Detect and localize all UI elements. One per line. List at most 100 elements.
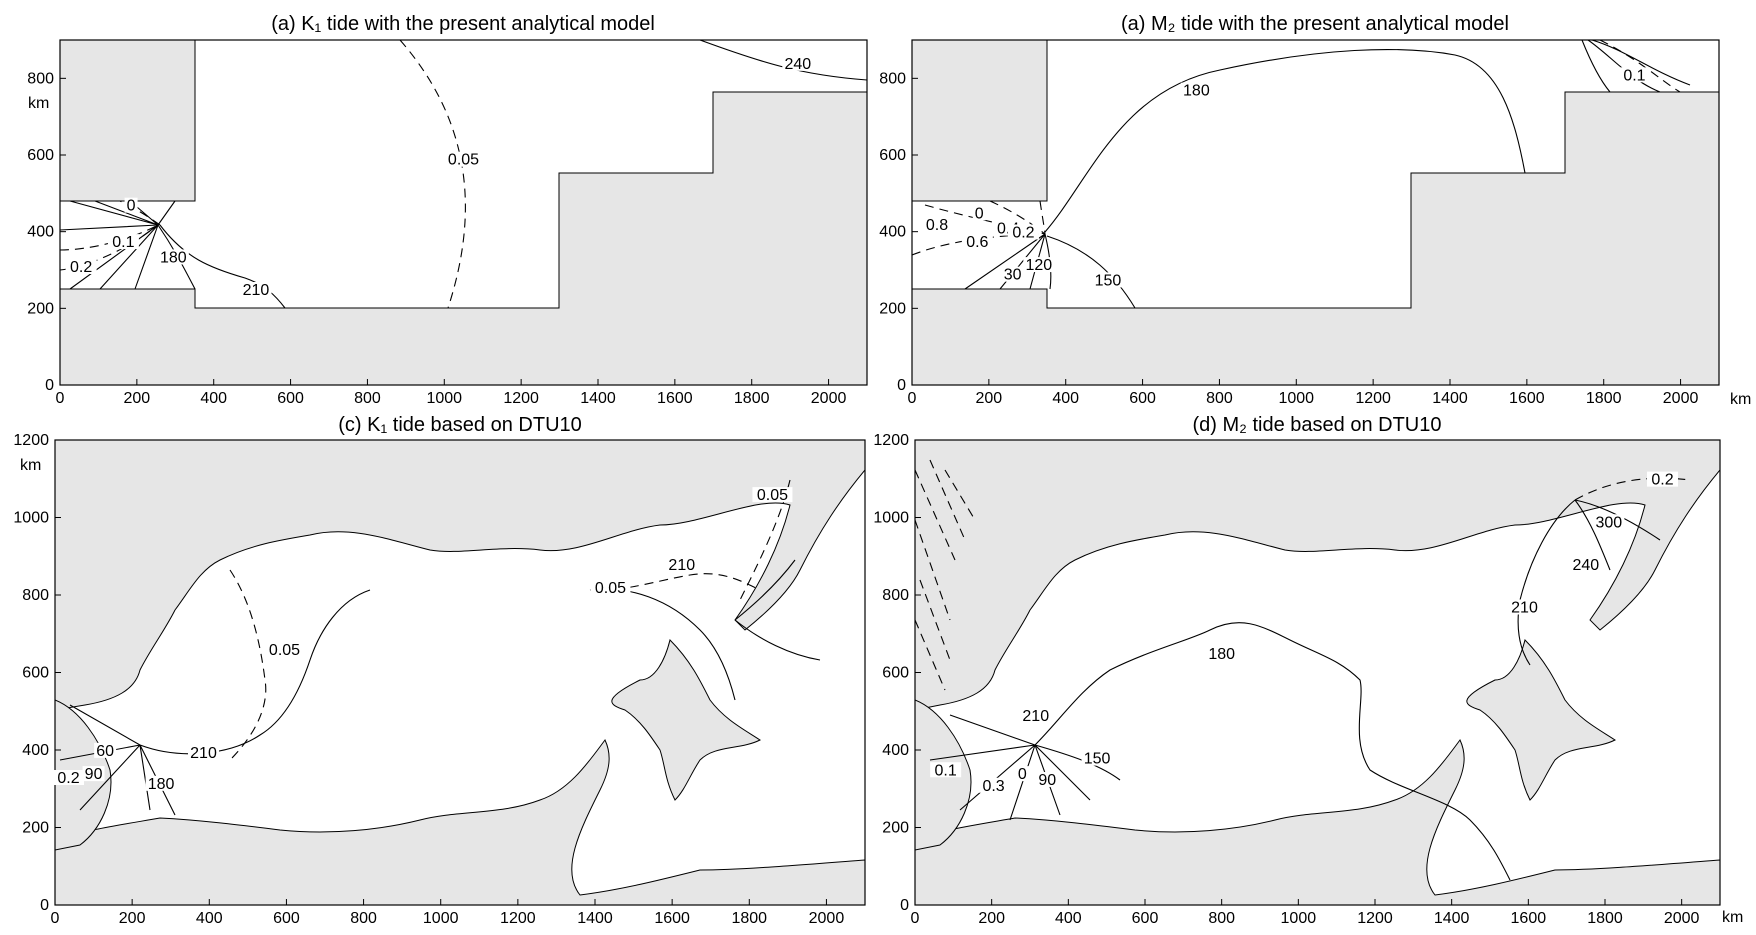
x-tick-label: 1000	[1278, 390, 1314, 407]
x-tick-label: 800	[350, 910, 377, 927]
y-tick-label: 0	[45, 377, 54, 394]
contour-label-phase: 180	[1183, 83, 1210, 100]
x-tick-label: 1600	[1511, 910, 1547, 927]
y-tick-label: 600	[879, 147, 906, 164]
land-hokkaido	[1466, 639, 1616, 801]
contour-amp-west-dense	[915, 459, 976, 691]
contour-label-amplitude: 0.2	[57, 770, 79, 787]
contour-label-phase: 180	[148, 776, 175, 793]
contour-phase-240	[699, 40, 867, 81]
contour-label-phase: 180	[160, 249, 187, 266]
panel-d-title: (d) M₂ tide based on DTU10	[1193, 414, 1442, 436]
contour-label-amplitude: 0.05	[595, 580, 626, 597]
contour-phase-ne	[1581, 40, 1691, 93]
contour-label-bg	[921, 216, 953, 232]
contour-label-amplitude: 0.1	[935, 762, 957, 779]
contour-label-bg	[240, 282, 272, 297]
contour-label-bg	[1509, 599, 1540, 615]
x-tick-label: 200	[124, 390, 151, 407]
y-tick-label: 0	[900, 897, 909, 914]
land-north-west	[60, 40, 196, 202]
contour-label-bg	[590, 580, 631, 596]
contour-label-bg	[930, 762, 962, 778]
contour-label-amplitude: 0.05	[448, 152, 479, 169]
panel-b-title: (a) M₂ tide with the present analytical …	[1121, 13, 1509, 35]
land-south-steps	[912, 91, 1719, 385]
contour-label-amplitude: 0.1	[112, 234, 134, 251]
contour-label-phase: 210	[1022, 708, 1049, 725]
contour-label-amplitude: 0	[127, 198, 136, 215]
x-tick-label: 1400	[1434, 910, 1470, 927]
panel-d-contour-labels: 0.2 300 240 210 180 210 150 0.1 0.3 0 90	[930, 471, 1678, 795]
contour-label-amplitude: 0	[975, 205, 984, 222]
y-tick-label: 800	[879, 70, 906, 87]
x-tick-label: 1400	[577, 910, 613, 927]
x-tick-label: 800	[1208, 910, 1235, 927]
x-tick-label: 1600	[1509, 390, 1545, 407]
contour-label-bg	[1020, 708, 1052, 723]
contour-label-phase: 300	[1595, 514, 1622, 531]
contour-label-bg	[1618, 67, 1650, 83]
x-tick-label: 200	[119, 910, 146, 927]
contour-label-bg	[1570, 556, 1602, 572]
x-tick-label: 800	[1206, 390, 1233, 407]
contour-label-amplitude: 0.05	[269, 642, 300, 659]
contour-label-bg	[53, 770, 84, 785]
y-tick-label: 800	[27, 70, 54, 87]
y-tick-label: 800	[882, 587, 909, 604]
y-tick-label: 0	[40, 897, 49, 914]
x-tick-label: 1600	[657, 390, 693, 407]
x-tick-label: 1800	[734, 390, 770, 407]
contour-label-amplitude: 0.05	[757, 487, 788, 504]
panel-b-frame	[911, 39, 1720, 386]
land-north-coast	[55, 440, 865, 711]
panel-a-ticks: 0 200 400 600 800 1000 1200 1400 1600 1800 2000020…	[27, 70, 846, 407]
contour-label-bg	[1007, 224, 1039, 240]
contour-label-bg	[188, 744, 219, 760]
contour-label-bg	[1001, 266, 1024, 282]
y-tick-label: 1200	[13, 432, 49, 449]
x-tick-label: 800	[354, 390, 381, 407]
contour-label-bg	[94, 742, 117, 758]
panel-b-x-unit: km	[1730, 391, 1751, 408]
contour-label-phase: 150	[1084, 751, 1111, 768]
contour-label-bg	[666, 556, 698, 572]
contour-label-phase: 210	[668, 557, 695, 574]
land-south	[55, 739, 865, 905]
panel-a-frame	[59, 39, 868, 386]
x-tick-label: 400	[1052, 390, 1079, 407]
contour-label-phase: 150	[1095, 272, 1122, 289]
x-tick-label: 1600	[654, 910, 690, 927]
contour-label-amplitude: 0.1	[1623, 67, 1645, 84]
contour-label-amplitude: 0.2	[70, 259, 92, 276]
x-tick-label: 2000	[809, 910, 845, 927]
contour-label-phase: 30	[1004, 267, 1022, 284]
contour-label-amplitude: 0.2	[1651, 472, 1673, 489]
x-tick-label: 1800	[1586, 390, 1622, 407]
contour-amp-005-ne	[739, 479, 791, 601]
x-tick-label: 2000	[1663, 390, 1699, 407]
contour-label-phase: 60	[96, 743, 114, 760]
contour-label-amplitude: 0	[1018, 766, 1027, 783]
x-tick-label: 0	[911, 910, 920, 927]
x-tick-label: 1000	[423, 910, 459, 927]
contour-label-bg	[1023, 257, 1055, 273]
contour-label-bg	[1180, 82, 1212, 98]
contour-label-bg	[124, 197, 138, 213]
contour-label-bg	[752, 487, 793, 503]
x-tick-label: 600	[273, 910, 300, 927]
contour-label-amplitude: 0.6	[966, 234, 988, 251]
contour-label-phase: 240	[1572, 557, 1599, 574]
x-tick-label: 600	[277, 390, 304, 407]
contour-label-phase: 210	[243, 282, 270, 299]
contour-label-phase: 210	[1511, 600, 1538, 617]
x-tick-label: 1000	[1281, 910, 1317, 927]
x-tick-label: 1000	[426, 390, 462, 407]
contour-phase-hokkaido	[734, 559, 821, 661]
y-tick-label: 400	[27, 224, 54, 241]
contour-phase-amphidrome-sw	[929, 714, 1091, 821]
contour-amp-005-north	[599, 573, 761, 591]
contour-label-bg	[65, 259, 97, 274]
land-north-west	[912, 40, 1048, 202]
